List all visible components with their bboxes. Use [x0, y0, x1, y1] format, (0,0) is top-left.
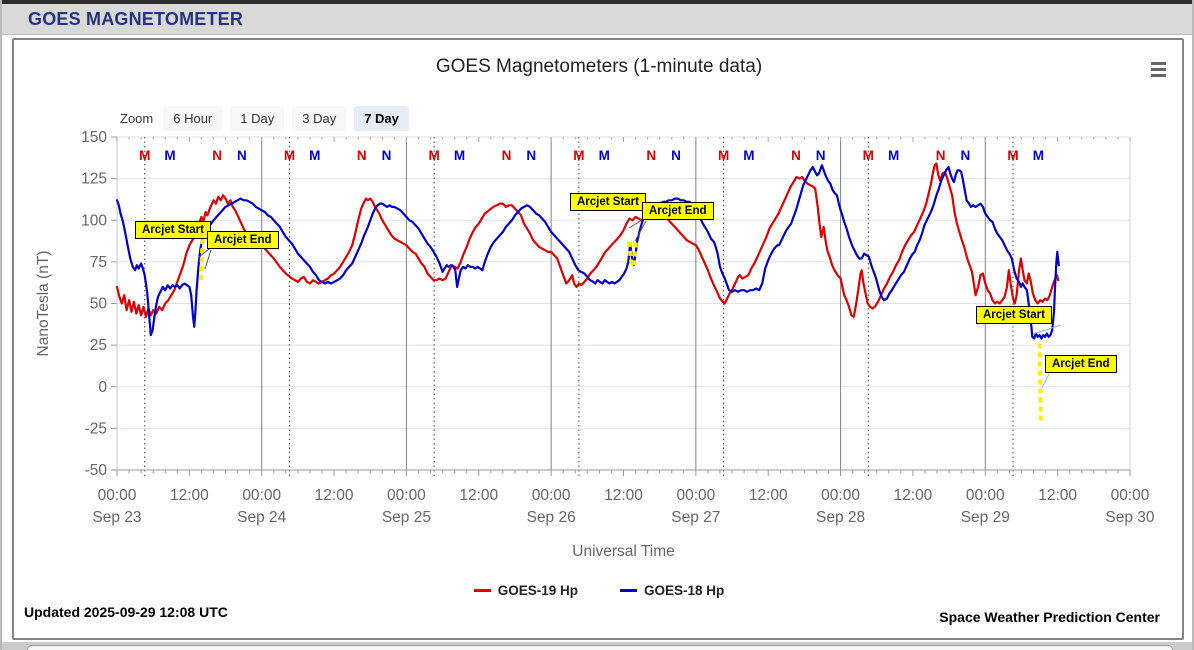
- y-tick-label: 0: [98, 379, 107, 396]
- annotation-label-arcjet-start: Arcjet Start: [135, 221, 211, 239]
- satellite-noon-marker: N: [237, 148, 247, 163]
- y-tick-label: -25: [85, 420, 107, 437]
- x-time-label: 00:00: [676, 487, 715, 504]
- x-time-label: 00:00: [242, 487, 281, 504]
- zoom-button-7-day[interactable]: 7 Day: [354, 105, 409, 131]
- satellite-midnight-marker: M: [743, 148, 754, 163]
- satellite-noon-marker: N: [816, 148, 826, 163]
- x-time-label: 12:00: [604, 487, 643, 504]
- annotation-connector: [1041, 373, 1050, 389]
- legend-swatch: [473, 589, 491, 592]
- series-line-goes-19-hp: [115, 162, 1060, 318]
- satellite-midnight-marker: M: [139, 148, 150, 163]
- satellite-midnight-marker: M: [599, 148, 610, 163]
- x-date-label: Sep 24: [237, 509, 287, 526]
- x-date-label: Sep 23: [92, 509, 141, 526]
- x-date-label: Sep 26: [527, 509, 576, 526]
- credit-text: Space Weather Prediction Center: [939, 609, 1160, 625]
- x-time-label: 12:00: [1038, 487, 1077, 504]
- satellite-midnight-marker: M: [888, 148, 899, 163]
- arcjet-maneuver-segment: [1037, 343, 1043, 424]
- x-time-label: 00:00: [98, 487, 137, 504]
- annotation-label-arcjet-end: Arcjet End: [642, 202, 714, 220]
- x-time-label: 12:00: [170, 487, 209, 504]
- satellite-midnight-marker: M: [284, 148, 295, 163]
- y-tick-label: 100: [81, 212, 107, 229]
- y-tick-label: 125: [81, 171, 107, 188]
- y-tick-label: 150: [81, 129, 107, 146]
- x-date-label: Sep 28: [816, 509, 865, 526]
- page-header: GOES MAGNETOMETER: [2, 4, 1192, 35]
- top-strip: [2, 0, 1192, 4]
- zoom-label: Zoom: [120, 110, 154, 126]
- x-time-label: 12:00: [894, 487, 933, 504]
- x-time-label: 00:00: [821, 487, 860, 504]
- x-date-label: Sep 29: [961, 509, 1010, 526]
- annotation-label-arcjet-end: Arcjet End: [207, 231, 279, 249]
- legend-swatch: [620, 589, 637, 592]
- satellite-noon-marker: N: [936, 148, 946, 163]
- annotation-connector: [1032, 324, 1062, 335]
- satellite-noon-marker: N: [382, 148, 392, 163]
- y-axis-title: NanoTesla (nT): [35, 251, 52, 357]
- satellite-noon-marker: N: [791, 148, 801, 163]
- x-time-label: 12:00: [315, 487, 354, 504]
- range-selector: Zoom 6 Hour 1 Day 3 Day 7 Day: [120, 105, 409, 131]
- x-time-label: 00:00: [1111, 487, 1150, 504]
- legend-item-goes-19-hp[interactable]: GOES-19 Hp: [473, 583, 578, 598]
- y-tick-label: 75: [90, 254, 107, 271]
- satellite-midnight-marker: M: [454, 148, 465, 163]
- x-time-label: 00:00: [532, 487, 571, 504]
- x-date-label: Sep 25: [382, 509, 431, 526]
- x-date-label: Sep 30: [1105, 509, 1155, 526]
- annotation-connector: [634, 220, 647, 242]
- series-line-goes-18-hp: [115, 164, 1060, 340]
- satellite-midnight-marker: M: [429, 148, 440, 163]
- x-date-label: Sep 27: [671, 509, 720, 526]
- satellite-midnight-marker: M: [1033, 148, 1044, 163]
- annotation-label-arcjet-start: Arcjet Start: [570, 193, 646, 211]
- satellite-midnight-marker: M: [164, 148, 175, 163]
- legend-label: GOES-18 Hp: [644, 583, 725, 598]
- arcjet-maneuver-segment: [626, 239, 639, 268]
- zoom-button-6-hour[interactable]: 6 Hour: [163, 105, 223, 131]
- legend: GOES-19 Hp GOES-18 Hp: [12, 583, 1186, 598]
- chart-title: GOES Magnetometers (1-minute data): [435, 56, 763, 77]
- satellite-noon-marker: N: [671, 148, 681, 163]
- x-axis-title: Universal Time: [572, 543, 675, 560]
- arcjet-maneuver-segment: [198, 236, 205, 281]
- annotation-label-arcjet-start: Arcjet Start: [976, 306, 1052, 324]
- zoom-button-1-day[interactable]: 1 Day: [230, 105, 285, 131]
- x-time-label: 00:00: [387, 487, 426, 504]
- y-tick-label: 50: [90, 296, 108, 313]
- x-time-label: 12:00: [749, 487, 788, 504]
- legend-item-goes-18-hp[interactable]: GOES-18 Hp: [620, 583, 724, 598]
- y-tick-label: 25: [90, 337, 107, 354]
- satellite-noon-marker: N: [357, 148, 367, 163]
- satellite-noon-marker: N: [646, 148, 656, 163]
- satellite-noon-marker: N: [526, 148, 536, 163]
- annotation-label-arcjet-end: Arcjet End: [1045, 355, 1117, 373]
- hamburger-menu-icon[interactable]: [1146, 58, 1170, 80]
- x-time-label: 12:00: [459, 487, 498, 504]
- page-title: GOES MAGNETOMETER: [28, 8, 244, 29]
- satellite-midnight-marker: M: [573, 148, 584, 163]
- annotation-connector: [204, 249, 212, 270]
- legend-label: GOES-19 Hp: [497, 583, 578, 598]
- zoom-button-3-day[interactable]: 3 Day: [292, 105, 347, 131]
- satellite-midnight-marker: M: [863, 148, 874, 163]
- satellite-midnight-marker: M: [718, 148, 729, 163]
- satellite-noon-marker: N: [502, 148, 512, 163]
- satellite-noon-marker: N: [961, 148, 971, 163]
- y-tick-label: -50: [85, 462, 108, 479]
- satellite-noon-marker: N: [212, 148, 222, 163]
- satellite-midnight-marker: M: [1007, 148, 1018, 163]
- updated-timestamp: Updated 2025-09-29 12:08 UTC: [24, 604, 228, 620]
- next-section-bar[interactable]: [27, 645, 1173, 650]
- x-time-label: 00:00: [966, 487, 1005, 504]
- satellite-midnight-marker: M: [309, 148, 320, 163]
